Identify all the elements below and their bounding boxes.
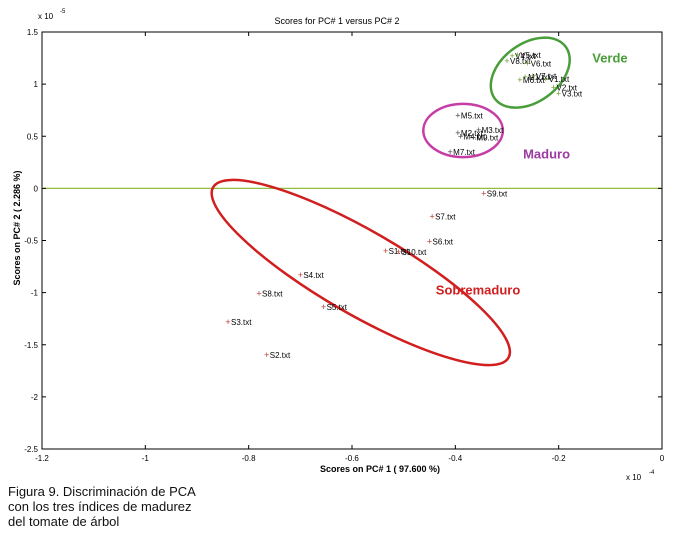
point-label: S10.txt	[402, 248, 428, 257]
point-label: V2.txt	[557, 83, 578, 92]
plot-area	[41, 31, 663, 450]
point-marker: +	[522, 72, 527, 82]
point-marker: +	[396, 247, 401, 257]
caption-line-2: con los tres índices de madurez	[8, 499, 192, 514]
point-label: M6.txt	[523, 76, 546, 85]
point-label: M1.txt	[528, 73, 551, 82]
point-label: M5.txt	[461, 111, 484, 120]
x-tick-label: -0.2	[552, 454, 566, 463]
y-tick-label: 0.5	[27, 132, 39, 141]
group-label-maduro: Maduro	[523, 147, 570, 162]
x-tick-label: -0.4	[448, 454, 462, 463]
point-marker: +	[510, 51, 515, 61]
point-label: S1.txt	[389, 247, 410, 256]
point-label: V1.txt	[549, 75, 570, 84]
y-axis-label: Scores on PC# 2 ( 2.286 %)	[12, 170, 22, 285]
point-marker: +	[471, 132, 476, 142]
point-marker: +	[427, 237, 432, 247]
x-exponent-power: -4	[649, 470, 655, 476]
point-marker: +	[455, 110, 460, 120]
point-marker: +	[383, 246, 388, 256]
point-marker: +	[264, 350, 269, 360]
point-label: M9.txt	[476, 133, 499, 142]
point-marker: +	[476, 125, 481, 135]
x-tick-label: -1.2	[35, 454, 49, 463]
x-tick-label: -0.6	[345, 454, 359, 463]
point-label: V3.txt	[562, 90, 583, 99]
point-label: S3.txt	[231, 318, 252, 327]
point-label: S7.txt	[435, 213, 456, 222]
point-marker: +	[321, 302, 326, 312]
y-tick-label: -0.5	[24, 237, 38, 246]
point-label: S5.txt	[327, 303, 348, 312]
y-exponent-base: x 10	[38, 12, 54, 21]
point-label: M3.txt	[482, 126, 505, 135]
caption-line-3: del tomate de árbol	[8, 514, 120, 529]
point-label: V7.txt	[536, 72, 557, 81]
group-ellipse-verde	[489, 36, 571, 109]
y-exponent: x 10 -5	[38, 9, 66, 21]
point-marker: +	[556, 89, 561, 99]
x-tick-label: -1	[142, 454, 150, 463]
point-marker: +	[429, 212, 434, 222]
point-label: V4.txt	[515, 52, 536, 61]
point-marker: +	[256, 289, 261, 299]
point-label: V5.txt	[520, 51, 541, 60]
point-label: M2.txt	[461, 129, 484, 138]
point-label: V8.txt	[510, 57, 531, 66]
point-marker: +	[458, 131, 463, 141]
y-tick-label: -1.5	[24, 341, 38, 350]
axis-ticks: -1.2 -1 -0.8 -0.6 -0.4 -0.2 0 -2.5 -2 -1.5 -1 -0.5 0…	[24, 28, 665, 463]
y-tick-label: 0	[34, 184, 39, 193]
y-tick-label: -2	[31, 393, 39, 402]
x-tick-label: 0	[660, 454, 665, 463]
point-label: S2.txt	[270, 351, 291, 360]
y-tick-label: -1	[31, 289, 39, 298]
point-marker: +	[504, 56, 509, 66]
y-tick-label: -2.5	[24, 445, 38, 454]
point-marker: +	[530, 71, 535, 81]
point-marker: +	[481, 189, 486, 199]
point-label: S9.txt	[487, 190, 508, 199]
group-label-verde: Verde	[592, 51, 627, 66]
figure-caption: Figura 9. Discriminación de PCA con los …	[8, 484, 268, 529]
point-marker: +	[551, 82, 556, 92]
y-tick-label: 1.5	[27, 28, 39, 37]
point-marker: +	[448, 147, 453, 157]
point-marker: +	[225, 317, 230, 327]
chart-title: Scores for PC# 1 versus PC# 2	[274, 16, 399, 26]
y-exponent-power: -5	[60, 9, 66, 15]
point-label: V6.txt	[531, 59, 552, 68]
point-marker: +	[455, 128, 460, 138]
point-label: S4.txt	[303, 271, 324, 280]
point-label: M4.txt	[464, 132, 487, 141]
point-marker: +	[298, 270, 303, 280]
group-ellipse-sobremaduro	[210, 178, 512, 367]
x-exponent: x 10 -4	[626, 470, 655, 482]
point-marker: +	[515, 50, 520, 60]
y-tick-label: 1	[34, 80, 39, 89]
point-label: M7.txt	[453, 148, 476, 157]
group-ellipses: Verde Maduro Sobremaduro	[210, 36, 628, 367]
point-label: S8.txt	[262, 290, 283, 299]
data-points: + V4.txt+ V5.txt+ V8.txt+ V6.txt+ M1.txt+ V7.t…	[225, 50, 583, 360]
group-ellipse-maduro	[422, 102, 505, 159]
x-axis-label: Scores on PC# 1 ( 97.600 %)	[320, 464, 440, 474]
caption-line-1: Figura 9. Discriminación de PCA	[8, 484, 196, 499]
x-exponent-base: x 10	[626, 473, 642, 482]
x-tick-label: -0.8	[242, 454, 256, 463]
point-marker: +	[543, 74, 548, 84]
point-marker: +	[525, 58, 530, 68]
point-marker: +	[517, 75, 522, 85]
point-label: S6.txt	[433, 238, 454, 247]
group-label-sobremaduro: Sobremaduro	[436, 283, 521, 298]
